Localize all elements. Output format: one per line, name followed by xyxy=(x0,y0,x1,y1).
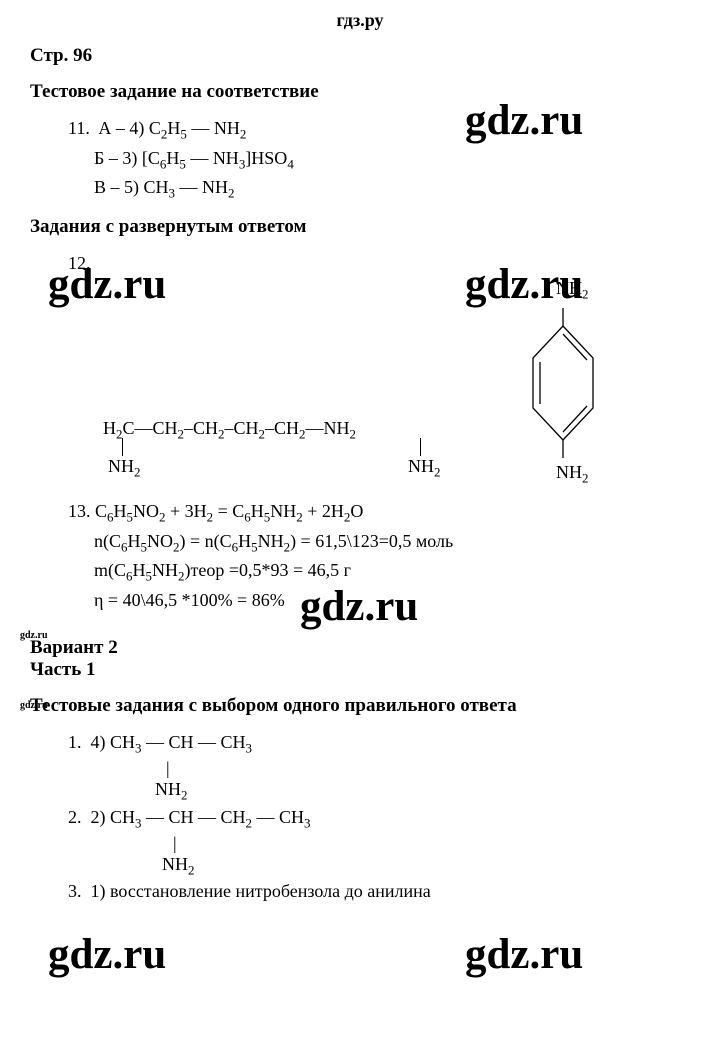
q11-line-a: А – 4) C2H5 — NH2 xyxy=(98,118,246,138)
q11-num: 11. xyxy=(68,118,90,138)
bond-bar-left xyxy=(122,438,123,456)
answer-1-bond: | xyxy=(166,758,690,779)
answer-1-nh2: NH2 xyxy=(155,779,690,803)
bond-bar-right xyxy=(420,438,421,456)
benzene-ring xyxy=(528,308,598,463)
question-12-num: 12. xyxy=(68,250,690,278)
answer-1: 1. 4) CH3 — CH — CH3 | NH2 xyxy=(68,729,690,804)
watermark-large-6: gdz.ru xyxy=(465,930,583,979)
q11-line-b: Б – 3) [C6H5 — NH3]HSO4 xyxy=(94,148,294,168)
page-container: гдз.ру Стр. 96 Тестовое задание на соотв… xyxy=(0,0,720,1047)
benzene-ring-svg xyxy=(528,308,598,458)
answer-3: 3. 1) восстановление нитробензола до ани… xyxy=(68,878,690,906)
section-single-choice-heading: Тестовые задания с выбором одного правил… xyxy=(30,695,690,717)
q13-line3: m(C6H5NH2)теор =0,5*93 = 46,5 г xyxy=(94,560,351,580)
watermark-large-5: gdz.ru xyxy=(48,930,166,979)
hexane-diamine-chain: H2C—CH2–CH2–CH2–CH2—NH2 xyxy=(103,418,356,443)
section-extended-heading: Задания с развернутым ответом xyxy=(30,216,690,238)
variant-label: Вариант 2 xyxy=(30,637,690,659)
q11-line-c: В – 5) CH3 — NH2 xyxy=(94,177,234,197)
q13-line1: C6H5NO2 + 3H2 = C6H5NH2 + 2H2O xyxy=(95,501,363,521)
answer-2: 2. 2) CH3 — CH — CH2 — CH3 | NH2 xyxy=(68,804,690,879)
q13-line2: n(C6H5NO2) = n(C6H5NH2) = 61,5\123=0,5 м… xyxy=(94,531,453,551)
q13-line4: η = 40\46,5 *100% = 86% xyxy=(94,590,285,610)
site-header: гдз.ру xyxy=(30,10,690,31)
answer-2-bond: | xyxy=(173,833,690,854)
benzene-nh2-top: NH2 xyxy=(556,278,588,303)
question-13: 13. C6H5NO2 + 3H2 = C6H5NH2 + 2H2O n(C6H… xyxy=(68,498,690,615)
answer-2-nh2: NH2 xyxy=(162,854,690,878)
section-matching-heading: Тестовое задание на соответствие xyxy=(30,81,690,103)
part-label: Часть 1 xyxy=(30,659,690,681)
nh2-right: NH2 xyxy=(408,456,440,481)
benzene-nh2-bottom: NH2 xyxy=(556,462,588,487)
page-number-label: Стр. 96 xyxy=(30,45,690,67)
question-11: 11. А – 4) C2H5 — NH2 Б – 3) [C6H5 — NH3… xyxy=(68,115,690,204)
question-12-structures: H2C—CH2–CH2–CH2–CH2—NH2 NH2 NH2 NH2 NH2 xyxy=(68,278,690,498)
nh2-left: NH2 xyxy=(108,456,140,481)
